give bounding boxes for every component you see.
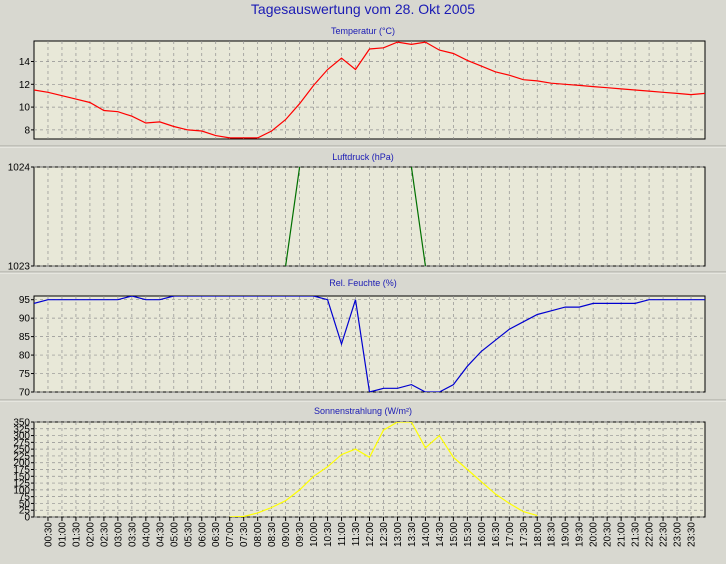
- x-tick-label: 00:30: [43, 522, 54, 547]
- x-tick-label: 08:00: [253, 522, 264, 547]
- x-tick-label: 18:30: [547, 522, 558, 547]
- x-tick-label: 02:00: [85, 522, 96, 547]
- chart-panel-2: Luftdruck (hPa) 1023 1024: [8, 152, 706, 273]
- y-tick-label: 80: [19, 351, 31, 362]
- chart-panel-1: Temperatur (°C) 8 10 12 14: [19, 26, 706, 140]
- x-tick-label: 20:30: [603, 522, 614, 547]
- data-line-segment: [410, 167, 427, 266]
- y-tick-label: 95: [19, 295, 31, 306]
- page-title: Tagesauswertung vom 28. Okt 2005: [250, 1, 476, 17]
- x-tick-label: 20:00: [589, 522, 600, 547]
- x-tick-label: 01:00: [57, 522, 68, 547]
- x-tick-label: 15:30: [463, 522, 474, 547]
- y-tick-label: 250: [13, 445, 30, 456]
- y-tick-label: 125: [13, 479, 30, 490]
- y-tick-label: 85: [19, 332, 31, 343]
- data-line-segment: [285, 167, 301, 266]
- x-tick-label: 14:30: [435, 522, 446, 547]
- x-tick-label: 19:00: [561, 522, 572, 547]
- y-tick-label: 275: [13, 438, 30, 449]
- y-tick-label: 70: [19, 388, 31, 399]
- y-tick-label: 75: [19, 492, 31, 503]
- x-tick-label: 04:30: [155, 522, 166, 547]
- chart-panel-4: Sonnenstrahlung (W/m²) 025507510012515017…: [13, 406, 706, 524]
- x-tick-label: 16:00: [477, 522, 488, 547]
- y-tick-label: 0: [24, 513, 30, 524]
- x-tick-label: 11:00: [337, 522, 348, 547]
- x-tick-label: 13:00: [393, 522, 404, 547]
- x-tick-label: 22:30: [659, 522, 670, 547]
- x-tick-label: 06:00: [197, 522, 208, 547]
- y-tick-label: 50: [19, 499, 31, 510]
- x-tick-label: 18:00: [533, 522, 544, 547]
- y-tick-label: 175: [13, 465, 30, 476]
- x-tick-label: 10:00: [309, 522, 320, 547]
- data-line: [34, 296, 705, 392]
- x-tick-label: 16:30: [491, 522, 502, 547]
- data-line: [34, 41, 705, 139]
- y-tick-label: 200: [13, 458, 30, 469]
- x-tick-label: 05:00: [169, 522, 180, 547]
- y-tick-label: 10: [19, 103, 31, 114]
- x-tick-label: 07:00: [225, 522, 236, 547]
- y-tick-label: 25: [19, 506, 31, 517]
- x-tick-label: 10:30: [323, 522, 334, 547]
- y-tick-label: 325: [13, 424, 30, 435]
- x-tick-label: 23:30: [687, 522, 698, 547]
- x-tick-label: 07:30: [239, 522, 250, 547]
- x-tick-label: 13:30: [407, 522, 418, 547]
- y-tick-label: 225: [13, 451, 30, 462]
- x-tick-label: 15:00: [449, 522, 460, 547]
- x-tick-label: 23:00: [673, 522, 684, 547]
- x-tick-label: 21:30: [631, 522, 642, 547]
- x-tick-label: 06:30: [211, 522, 222, 547]
- y-tick-label: 75: [19, 369, 31, 380]
- x-tick-label: 14:00: [421, 522, 432, 547]
- panel-title: Sonnenstrahlung (W/m²): [314, 406, 412, 416]
- x-tick-label: 03:00: [113, 522, 124, 547]
- x-tick-label: 09:00: [281, 522, 292, 547]
- y-tick-label: 350: [13, 418, 30, 429]
- data-line: [229, 422, 538, 517]
- y-tick-label: 12: [19, 80, 31, 91]
- x-tick-label: 19:30: [575, 522, 586, 547]
- chart-panel-3: Rel. Feuchte (%) 70 75 80 85 90 95: [19, 278, 706, 399]
- x-tick-label: 11:30: [351, 522, 362, 547]
- x-tick-label: 02:30: [99, 522, 110, 547]
- x-tick-label: 12:30: [379, 522, 390, 547]
- y-tick-label: 90: [19, 314, 31, 325]
- y-tick-label: 14: [19, 57, 31, 68]
- x-tick-label: 17:30: [519, 522, 530, 547]
- x-tick-label: 09:30: [295, 522, 306, 547]
- panel-title: Luftdruck (hPa): [332, 152, 394, 162]
- y-tick-label: 100: [13, 485, 30, 496]
- y-tick-label: 8: [24, 125, 30, 136]
- x-tick-label: 22:00: [645, 522, 656, 547]
- y-tick-label: 300: [13, 431, 30, 442]
- y-tick-label: 1023: [8, 262, 31, 273]
- panel-title: Temperatur (°C): [331, 26, 395, 36]
- panel-title: Rel. Feuchte (%): [329, 278, 397, 288]
- x-tick-label: 12:00: [365, 522, 376, 547]
- x-tick-label: 03:30: [127, 522, 138, 547]
- x-tick-label: 05:30: [183, 522, 194, 547]
- time-axis: 00:30 01:00 01:30 02:00 02:30 03:00 03:30 04:00…: [43, 517, 698, 547]
- x-tick-label: 04:00: [141, 522, 152, 547]
- y-tick-label: 1024: [8, 163, 31, 174]
- x-tick-label: 21:00: [617, 522, 628, 547]
- x-tick-label: 08:30: [267, 522, 278, 547]
- x-tick-label: 01:30: [71, 522, 82, 547]
- x-tick-label: 17:00: [505, 522, 516, 547]
- y-tick-label: 150: [13, 472, 30, 483]
